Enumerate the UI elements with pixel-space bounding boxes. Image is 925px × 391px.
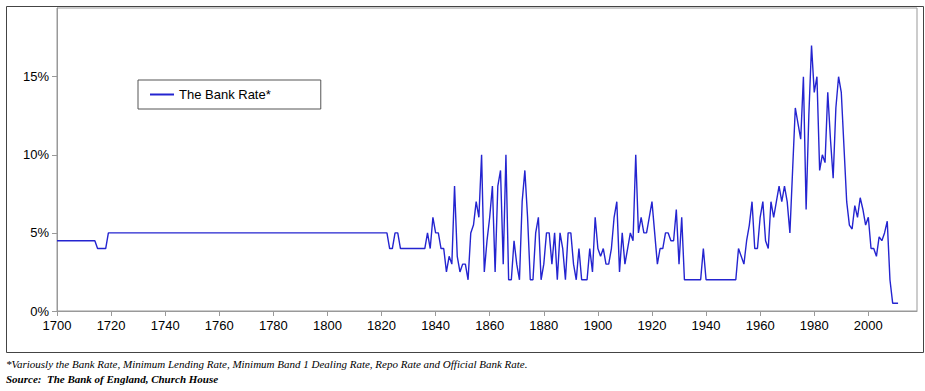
svg-text:1800: 1800: [313, 318, 342, 333]
svg-text:1880: 1880: [529, 318, 558, 333]
svg-text:1940: 1940: [692, 318, 721, 333]
svg-text:The Bank Rate*: The Bank Rate*: [179, 87, 271, 102]
svg-text:1740: 1740: [151, 318, 180, 333]
svg-text:1780: 1780: [259, 318, 288, 333]
svg-text:1720: 1720: [97, 318, 126, 333]
svg-text:5%: 5%: [30, 225, 49, 240]
svg-text:1960: 1960: [746, 318, 775, 333]
svg-text:1980: 1980: [800, 318, 829, 333]
svg-text:1860: 1860: [475, 318, 504, 333]
svg-text:2000: 2000: [854, 318, 883, 333]
svg-text:10%: 10%: [23, 147, 49, 162]
svg-text:1760: 1760: [205, 318, 234, 333]
svg-text:15%: 15%: [23, 69, 49, 84]
svg-text:1920: 1920: [638, 318, 667, 333]
svg-text:0%: 0%: [30, 304, 49, 319]
svg-text:Source: The Bank of England,: Source: The Bank of England, Church Hous…: [6, 373, 218, 385]
svg-text:*Variously the Bank Rate, Mini: *Variously the Bank Rate, Minimum Lendin…: [6, 358, 528, 370]
svg-text:1820: 1820: [367, 318, 396, 333]
svg-text:1840: 1840: [421, 318, 450, 333]
svg-text:1700: 1700: [43, 318, 72, 333]
svg-text:1900: 1900: [583, 318, 612, 333]
